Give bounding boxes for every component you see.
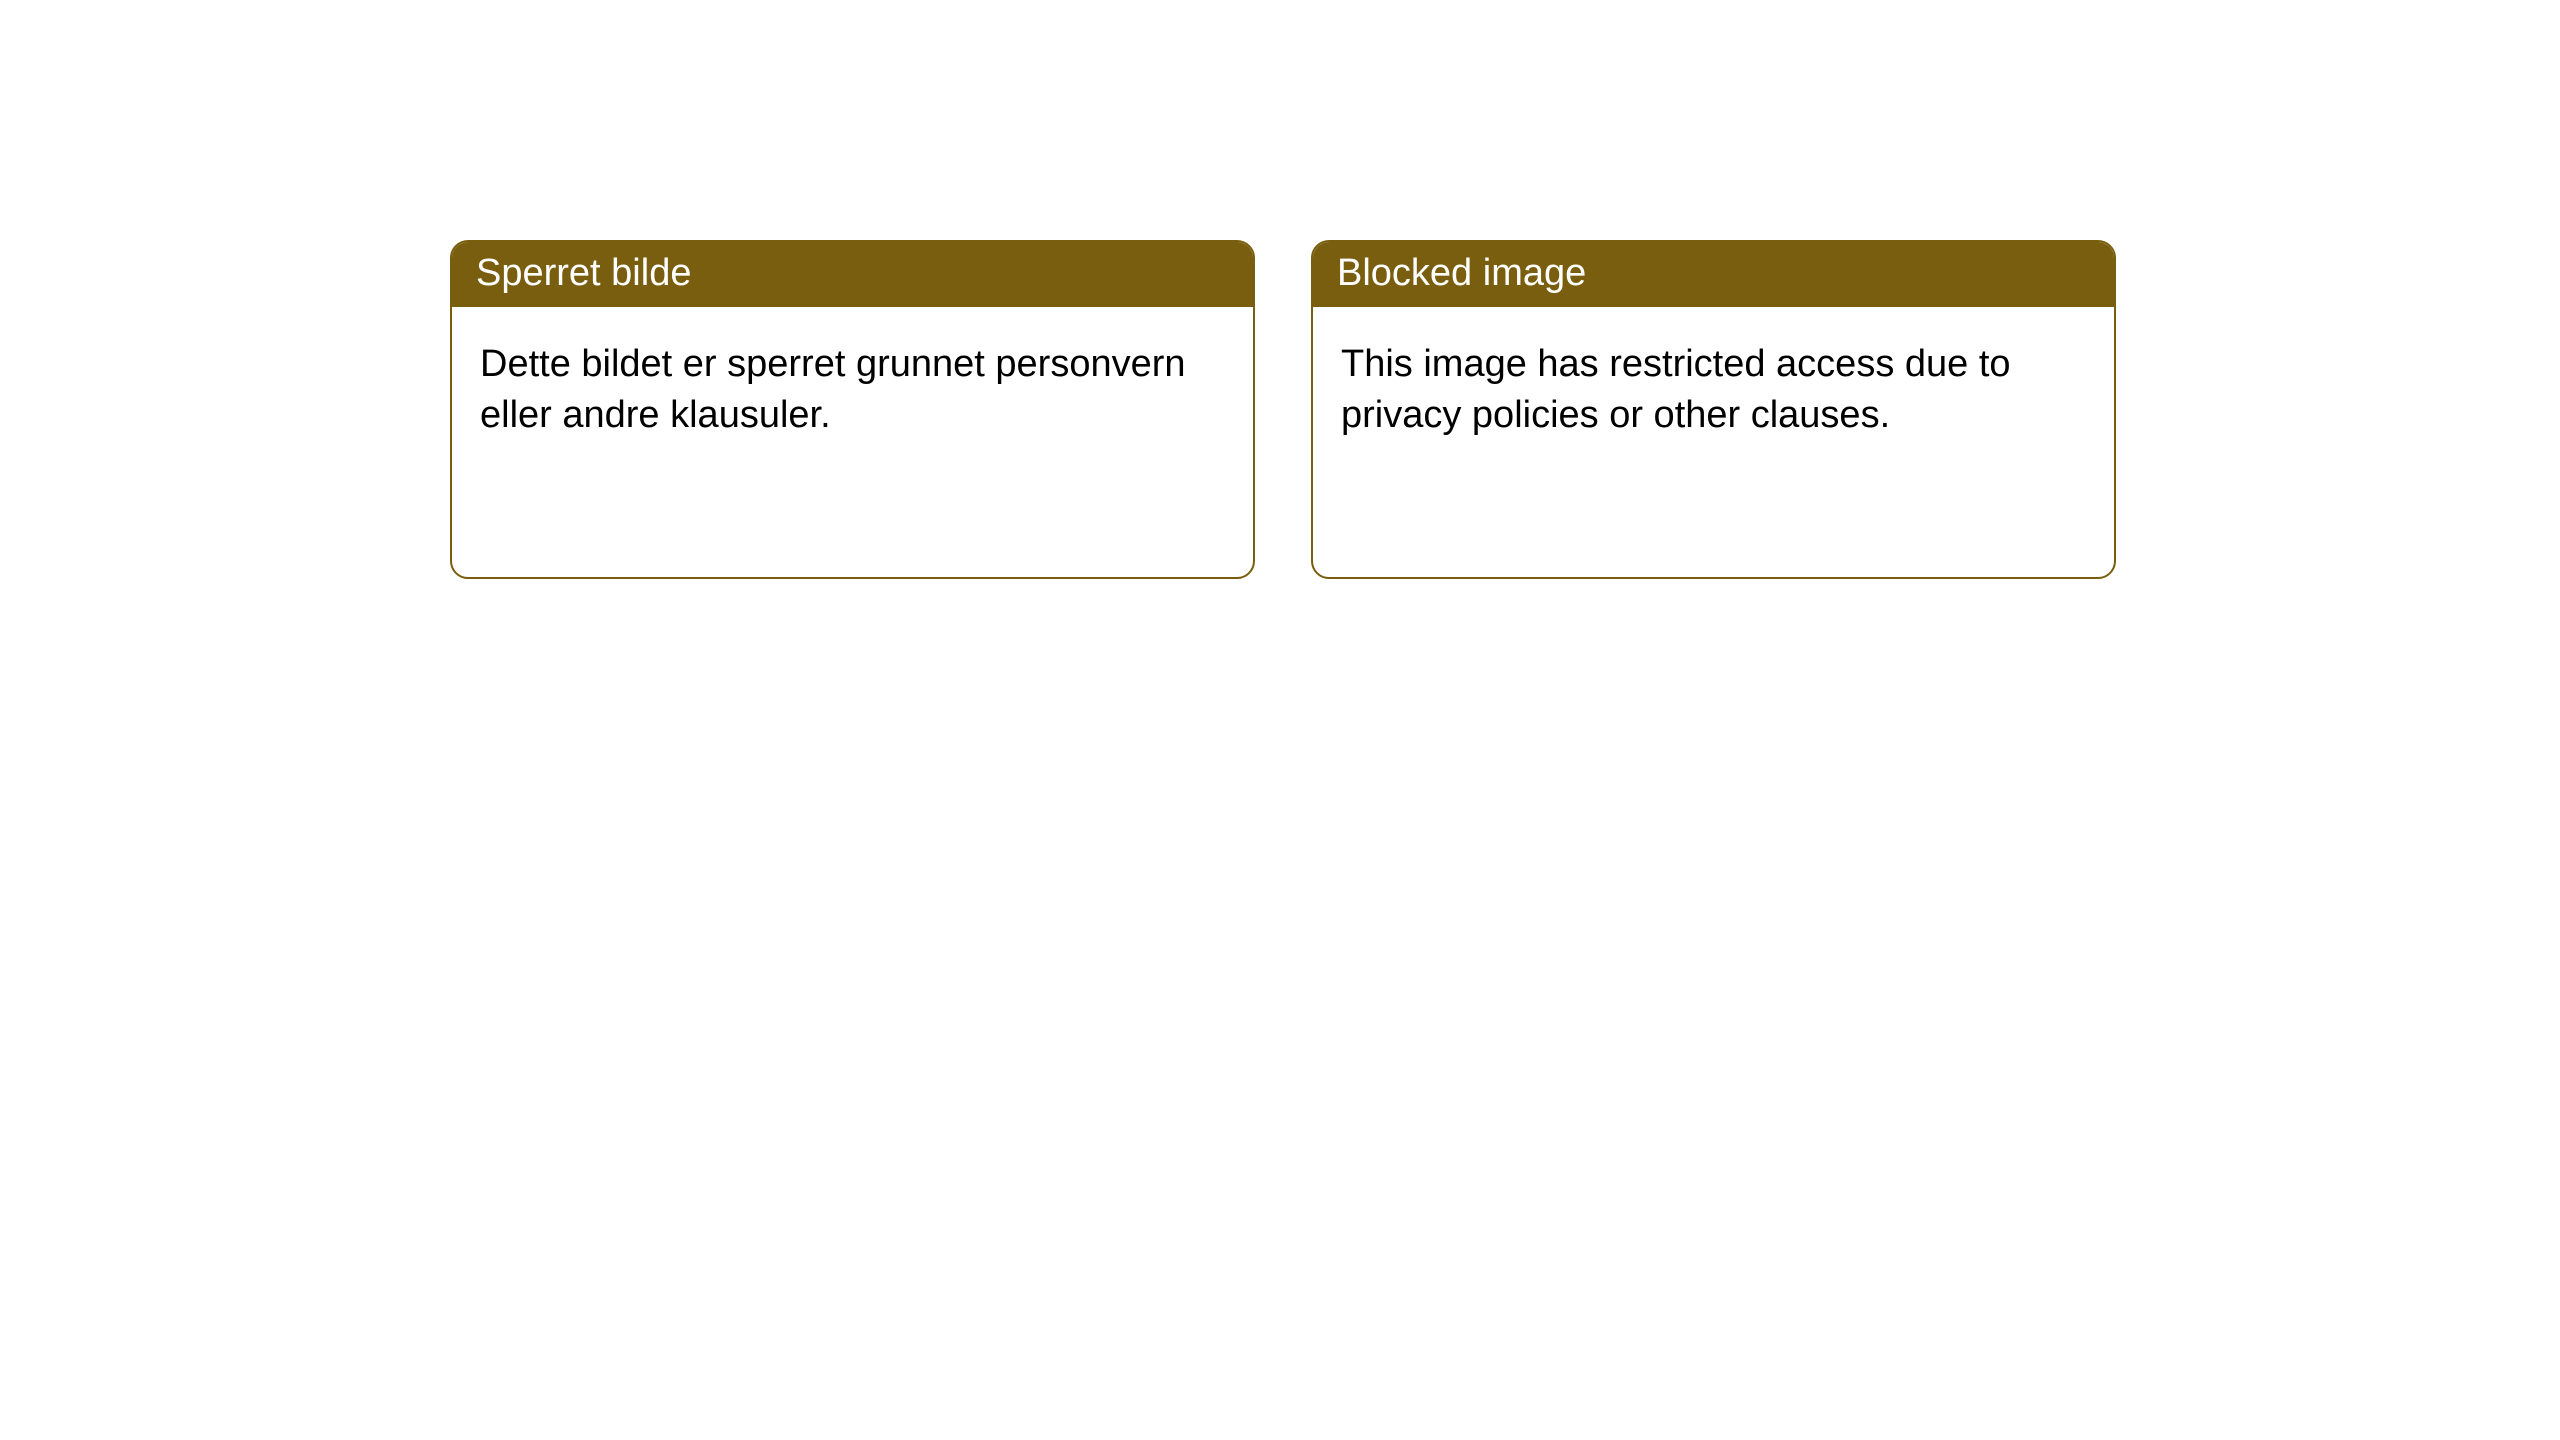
notice-container: Sperret bilde Dette bildet er sperret gr…	[0, 0, 2560, 579]
notice-body-english: This image has restricted access due to …	[1313, 307, 2114, 577]
notice-header-norwegian: Sperret bilde	[452, 242, 1253, 307]
notice-body-norwegian: Dette bildet er sperret grunnet personve…	[452, 307, 1253, 577]
notice-card-english: Blocked image This image has restricted …	[1311, 240, 2116, 579]
notice-card-norwegian: Sperret bilde Dette bildet er sperret gr…	[450, 240, 1255, 579]
notice-header-english: Blocked image	[1313, 242, 2114, 307]
